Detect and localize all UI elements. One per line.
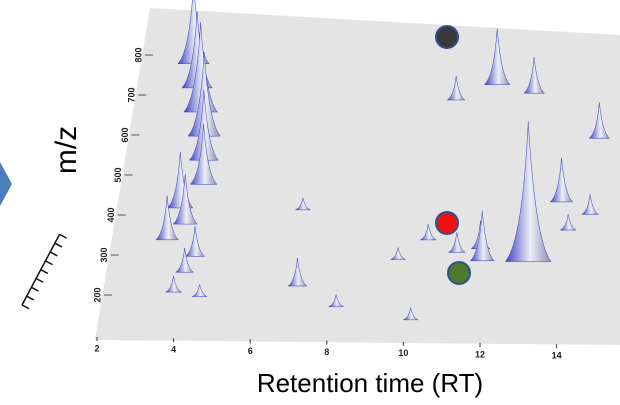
x-tick-label: 14 <box>552 351 562 361</box>
y-tick-label: 500 <box>113 167 123 182</box>
peak <box>192 284 208 297</box>
y-axis-label: m/z <box>50 126 83 174</box>
x-tick-label: 2 <box>94 343 99 353</box>
peak <box>483 28 511 85</box>
x-axis-label: Retention time (RT) <box>257 368 483 398</box>
y-tick-label: 700 <box>127 87 137 102</box>
peak <box>560 214 577 231</box>
x-tick-label: 8 <box>324 347 329 357</box>
peak <box>403 307 419 321</box>
peak <box>588 102 611 139</box>
surface-plane <box>95 8 620 345</box>
peak <box>172 174 198 225</box>
y-tick-label: 600 <box>120 127 130 142</box>
peak <box>184 226 206 257</box>
x-tick-label: 10 <box>398 348 408 358</box>
peak <box>448 232 466 253</box>
marker-green <box>447 261 471 285</box>
peak <box>155 195 180 241</box>
marker-dark <box>435 25 459 49</box>
x-tick-label: 12 <box>475 349 485 359</box>
peak <box>469 210 495 262</box>
x-tick-label: 6 <box>248 346 253 356</box>
peak <box>287 257 308 287</box>
scale-ruler <box>21 233 67 310</box>
y-tick-label: 400 <box>106 207 116 222</box>
peak <box>420 223 437 241</box>
peak <box>165 276 182 293</box>
peak <box>175 248 195 273</box>
peak <box>390 247 406 260</box>
peak <box>181 11 213 89</box>
peak <box>581 194 599 215</box>
peak <box>189 124 218 185</box>
peak <box>523 57 546 94</box>
x-tick-label: 4 <box>171 345 176 355</box>
peak <box>183 22 218 113</box>
peak <box>328 294 344 307</box>
y-tick-label: 800 <box>134 47 144 62</box>
plot <box>155 0 611 321</box>
peak <box>549 157 574 203</box>
peak <box>166 151 194 209</box>
arrow <box>0 162 12 206</box>
peak <box>504 121 552 262</box>
y-tick-label: 200 <box>92 287 102 302</box>
marker-red <box>435 211 459 235</box>
peak <box>295 197 311 211</box>
peak <box>447 75 466 101</box>
y-tick-label: 300 <box>99 247 109 262</box>
